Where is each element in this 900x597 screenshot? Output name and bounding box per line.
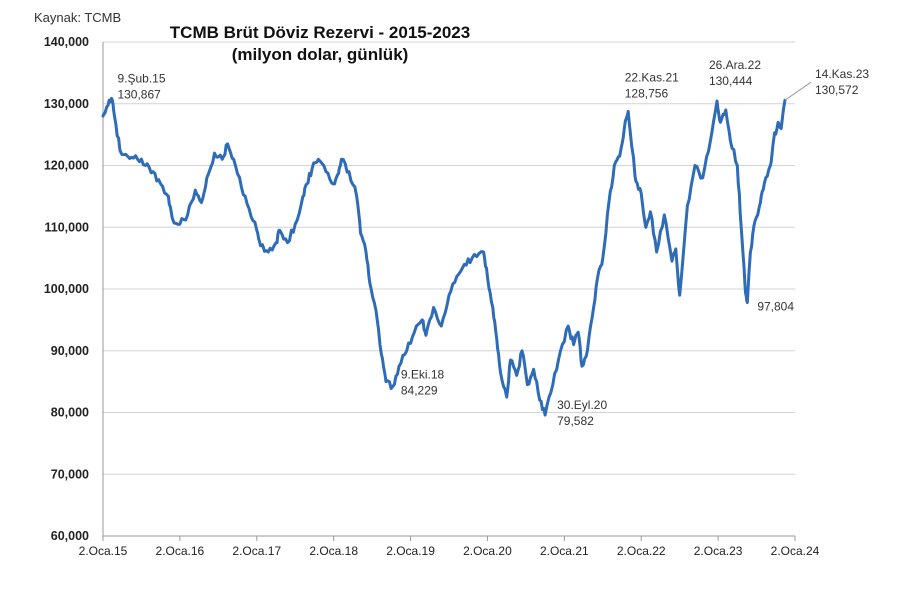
x-tick-label: 2.Oca.21 xyxy=(540,544,589,558)
annotation-date: 26.Ara.22 xyxy=(709,58,761,72)
annotation-value: 128,756 xyxy=(625,86,669,100)
annotations: 9.Şub.15 130,867 9.Eki.18 84,229 30.Eyl.20 79… xyxy=(117,58,869,428)
x-tick-label: 2.Oca.19 xyxy=(386,544,435,558)
series-line-reserves xyxy=(101,96,787,417)
annotation-date: 9.Şub.15 xyxy=(117,71,165,85)
x-tick-label: 2.Oca.17 xyxy=(232,544,281,558)
annotation-date: 22.Kas.21 xyxy=(625,70,679,84)
annotation-value: 79,582 xyxy=(557,414,594,428)
chart-title-block: TCMB Brüt Döviz Rezervi - 2015-2023 (mil… xyxy=(140,22,500,66)
y-tick-label: 100,000 xyxy=(44,282,89,296)
x-tick-label: 2.Oca.18 xyxy=(309,544,358,558)
x-tick-label: 2.Oca.20 xyxy=(463,544,512,558)
x-tick-label: 2.Oca.16 xyxy=(156,544,205,558)
annotation-date: 9.Eki.18 xyxy=(401,367,445,381)
y-tick-label: 110,000 xyxy=(45,220,90,234)
chart-subtitle: (milyon dolar, günlük) xyxy=(231,45,409,64)
x-tick-label: 2.Oca.24 xyxy=(771,544,820,558)
annotation-date: 30.Eyl.20 xyxy=(557,398,607,412)
x-tick-label: 2.Oca.22 xyxy=(617,544,666,558)
series-layer xyxy=(101,96,787,417)
y-tick-label: 80,000 xyxy=(51,406,89,420)
y-tick-label: 60,000 xyxy=(51,529,89,543)
gridlines xyxy=(103,41,795,537)
y-axis: 60,000 70,000 80,000 90,000 100,000 110,000 12… xyxy=(44,35,104,543)
source-label: Kaynak: TCMB xyxy=(34,10,122,25)
y-tick-label: 140,000 xyxy=(44,35,89,49)
y-tick-label: 130,000 xyxy=(44,97,89,111)
annotation-value: 97,804 xyxy=(757,300,794,314)
annotation-value: 130,572 xyxy=(815,83,859,97)
x-tick-label: 2.Oca.15 xyxy=(79,544,128,558)
annotation-date: 14.Kas.23 xyxy=(815,67,869,81)
y-tick-label: 90,000 xyxy=(51,344,89,358)
annotation-value: 130,867 xyxy=(117,87,161,101)
x-tick-label: 2.Oca.23 xyxy=(694,544,743,558)
chart-title: TCMB Brüt Döviz Rezervi - 2015-2023 xyxy=(169,23,471,42)
x-axis: 2.Oca.15 2.Oca.16 2.Oca.17 2.Oca.18 2.Oca.19… xyxy=(79,535,820,558)
annotation-value: 84,229 xyxy=(401,383,438,397)
annotation-leader xyxy=(784,81,812,101)
annotation-value: 130,444 xyxy=(709,74,753,88)
y-tick-label: 70,000 xyxy=(51,467,89,481)
y-tick-label: 120,000 xyxy=(44,159,89,173)
